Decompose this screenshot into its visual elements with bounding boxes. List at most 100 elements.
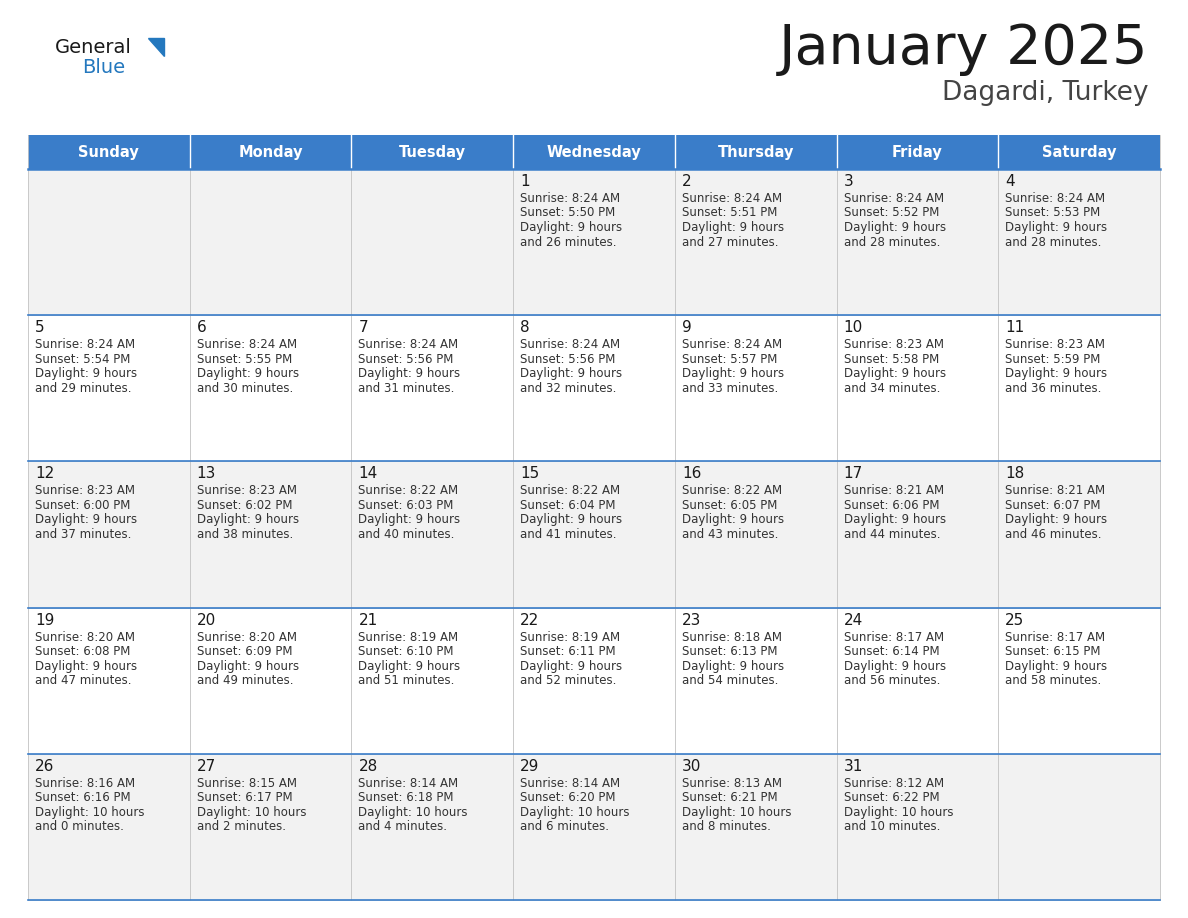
- Text: 6: 6: [197, 320, 207, 335]
- Text: Daylight: 10 hours: Daylight: 10 hours: [197, 806, 307, 819]
- Bar: [836, 169, 998, 315]
- Text: Sunrise: 8:22 AM: Sunrise: 8:22 AM: [520, 485, 620, 498]
- Text: 2: 2: [682, 174, 691, 189]
- Bar: [352, 169, 513, 315]
- Text: Daylight: 9 hours: Daylight: 9 hours: [843, 221, 946, 234]
- Text: Daylight: 9 hours: Daylight: 9 hours: [682, 660, 784, 673]
- Bar: [675, 169, 836, 315]
- Text: and 28 minutes.: and 28 minutes.: [843, 236, 940, 249]
- Text: Sunrise: 8:23 AM: Sunrise: 8:23 AM: [843, 338, 943, 352]
- Text: Daylight: 10 hours: Daylight: 10 hours: [682, 806, 791, 819]
- Bar: [998, 135, 1159, 169]
- Bar: [513, 315, 675, 462]
- Text: Sunset: 6:10 PM: Sunset: 6:10 PM: [359, 645, 454, 658]
- Bar: [836, 608, 998, 754]
- Bar: [29, 135, 190, 169]
- Text: Sunrise: 8:24 AM: Sunrise: 8:24 AM: [682, 338, 782, 352]
- Text: Daylight: 9 hours: Daylight: 9 hours: [197, 513, 299, 526]
- Text: and 51 minutes.: and 51 minutes.: [359, 674, 455, 687]
- Bar: [190, 608, 352, 754]
- Text: Sunrise: 8:15 AM: Sunrise: 8:15 AM: [197, 777, 297, 789]
- Text: Sunrise: 8:24 AM: Sunrise: 8:24 AM: [682, 192, 782, 205]
- Text: and 31 minutes.: and 31 minutes.: [359, 382, 455, 395]
- Text: Daylight: 9 hours: Daylight: 9 hours: [1005, 660, 1107, 673]
- Text: Sunset: 5:54 PM: Sunset: 5:54 PM: [34, 353, 131, 365]
- Text: Sunrise: 8:12 AM: Sunrise: 8:12 AM: [843, 777, 943, 789]
- Bar: [675, 754, 836, 900]
- Text: Sunrise: 8:24 AM: Sunrise: 8:24 AM: [1005, 192, 1105, 205]
- Bar: [352, 135, 513, 169]
- Text: Daylight: 9 hours: Daylight: 9 hours: [359, 513, 461, 526]
- Text: Sunset: 6:20 PM: Sunset: 6:20 PM: [520, 791, 615, 804]
- Text: Wednesday: Wednesday: [546, 144, 642, 160]
- Text: and 33 minutes.: and 33 minutes.: [682, 382, 778, 395]
- Text: and 29 minutes.: and 29 minutes.: [34, 382, 132, 395]
- Text: 4: 4: [1005, 174, 1015, 189]
- Text: Sunset: 6:21 PM: Sunset: 6:21 PM: [682, 791, 777, 804]
- Text: Daylight: 9 hours: Daylight: 9 hours: [1005, 221, 1107, 234]
- Text: Sunset: 6:13 PM: Sunset: 6:13 PM: [682, 645, 777, 658]
- Text: Sunset: 5:50 PM: Sunset: 5:50 PM: [520, 207, 615, 219]
- Text: Sunset: 6:14 PM: Sunset: 6:14 PM: [843, 645, 940, 658]
- Bar: [513, 462, 675, 608]
- Text: Sunset: 6:02 PM: Sunset: 6:02 PM: [197, 498, 292, 512]
- Text: and 28 minutes.: and 28 minutes.: [1005, 236, 1101, 249]
- Text: Sunrise: 8:24 AM: Sunrise: 8:24 AM: [34, 338, 135, 352]
- Text: Sunset: 6:03 PM: Sunset: 6:03 PM: [359, 498, 454, 512]
- Text: Sunrise: 8:24 AM: Sunrise: 8:24 AM: [197, 338, 297, 352]
- Text: Sunset: 5:55 PM: Sunset: 5:55 PM: [197, 353, 292, 365]
- Text: Sunrise: 8:21 AM: Sunrise: 8:21 AM: [843, 485, 943, 498]
- Bar: [29, 169, 190, 315]
- Text: Sunrise: 8:18 AM: Sunrise: 8:18 AM: [682, 631, 782, 644]
- Text: and 44 minutes.: and 44 minutes.: [843, 528, 940, 541]
- Text: Sunrise: 8:14 AM: Sunrise: 8:14 AM: [520, 777, 620, 789]
- Text: Daylight: 10 hours: Daylight: 10 hours: [34, 806, 145, 819]
- Text: Sunset: 6:07 PM: Sunset: 6:07 PM: [1005, 498, 1101, 512]
- Text: Daylight: 9 hours: Daylight: 9 hours: [197, 660, 299, 673]
- Text: Daylight: 10 hours: Daylight: 10 hours: [520, 806, 630, 819]
- Text: 9: 9: [682, 320, 691, 335]
- Text: 3: 3: [843, 174, 853, 189]
- Text: and 43 minutes.: and 43 minutes.: [682, 528, 778, 541]
- Text: 23: 23: [682, 612, 701, 628]
- Text: 19: 19: [34, 612, 55, 628]
- Bar: [675, 315, 836, 462]
- Text: and 2 minutes.: and 2 minutes.: [197, 821, 286, 834]
- Text: 17: 17: [843, 466, 862, 481]
- Text: and 27 minutes.: and 27 minutes.: [682, 236, 778, 249]
- Text: Sunrise: 8:22 AM: Sunrise: 8:22 AM: [359, 485, 459, 498]
- Text: and 0 minutes.: and 0 minutes.: [34, 821, 124, 834]
- Text: General: General: [55, 38, 132, 57]
- Text: 29: 29: [520, 759, 539, 774]
- Text: 13: 13: [197, 466, 216, 481]
- Text: Daylight: 9 hours: Daylight: 9 hours: [520, 513, 623, 526]
- Bar: [998, 169, 1159, 315]
- Text: 11: 11: [1005, 320, 1024, 335]
- Text: Daylight: 9 hours: Daylight: 9 hours: [1005, 513, 1107, 526]
- Text: and 8 minutes.: and 8 minutes.: [682, 821, 771, 834]
- Text: Sunrise: 8:21 AM: Sunrise: 8:21 AM: [1005, 485, 1105, 498]
- Bar: [998, 462, 1159, 608]
- Text: and 46 minutes.: and 46 minutes.: [1005, 528, 1101, 541]
- Text: Daylight: 9 hours: Daylight: 9 hours: [34, 513, 137, 526]
- Bar: [29, 608, 190, 754]
- Text: 16: 16: [682, 466, 701, 481]
- Text: and 56 minutes.: and 56 minutes.: [843, 674, 940, 687]
- Text: 14: 14: [359, 466, 378, 481]
- Text: 7: 7: [359, 320, 368, 335]
- Text: 22: 22: [520, 612, 539, 628]
- Bar: [836, 315, 998, 462]
- Text: Sunrise: 8:19 AM: Sunrise: 8:19 AM: [359, 631, 459, 644]
- Bar: [29, 315, 190, 462]
- Text: 30: 30: [682, 759, 701, 774]
- Text: Sunset: 5:56 PM: Sunset: 5:56 PM: [520, 353, 615, 365]
- Text: Daylight: 9 hours: Daylight: 9 hours: [520, 221, 623, 234]
- Text: Sunrise: 8:16 AM: Sunrise: 8:16 AM: [34, 777, 135, 789]
- Text: Sunset: 6:05 PM: Sunset: 6:05 PM: [682, 498, 777, 512]
- Bar: [836, 135, 998, 169]
- Text: Sunrise: 8:17 AM: Sunrise: 8:17 AM: [843, 631, 943, 644]
- Text: Daylight: 9 hours: Daylight: 9 hours: [682, 221, 784, 234]
- Bar: [998, 754, 1159, 900]
- Text: Sunset: 5:56 PM: Sunset: 5:56 PM: [359, 353, 454, 365]
- Text: and 58 minutes.: and 58 minutes.: [1005, 674, 1101, 687]
